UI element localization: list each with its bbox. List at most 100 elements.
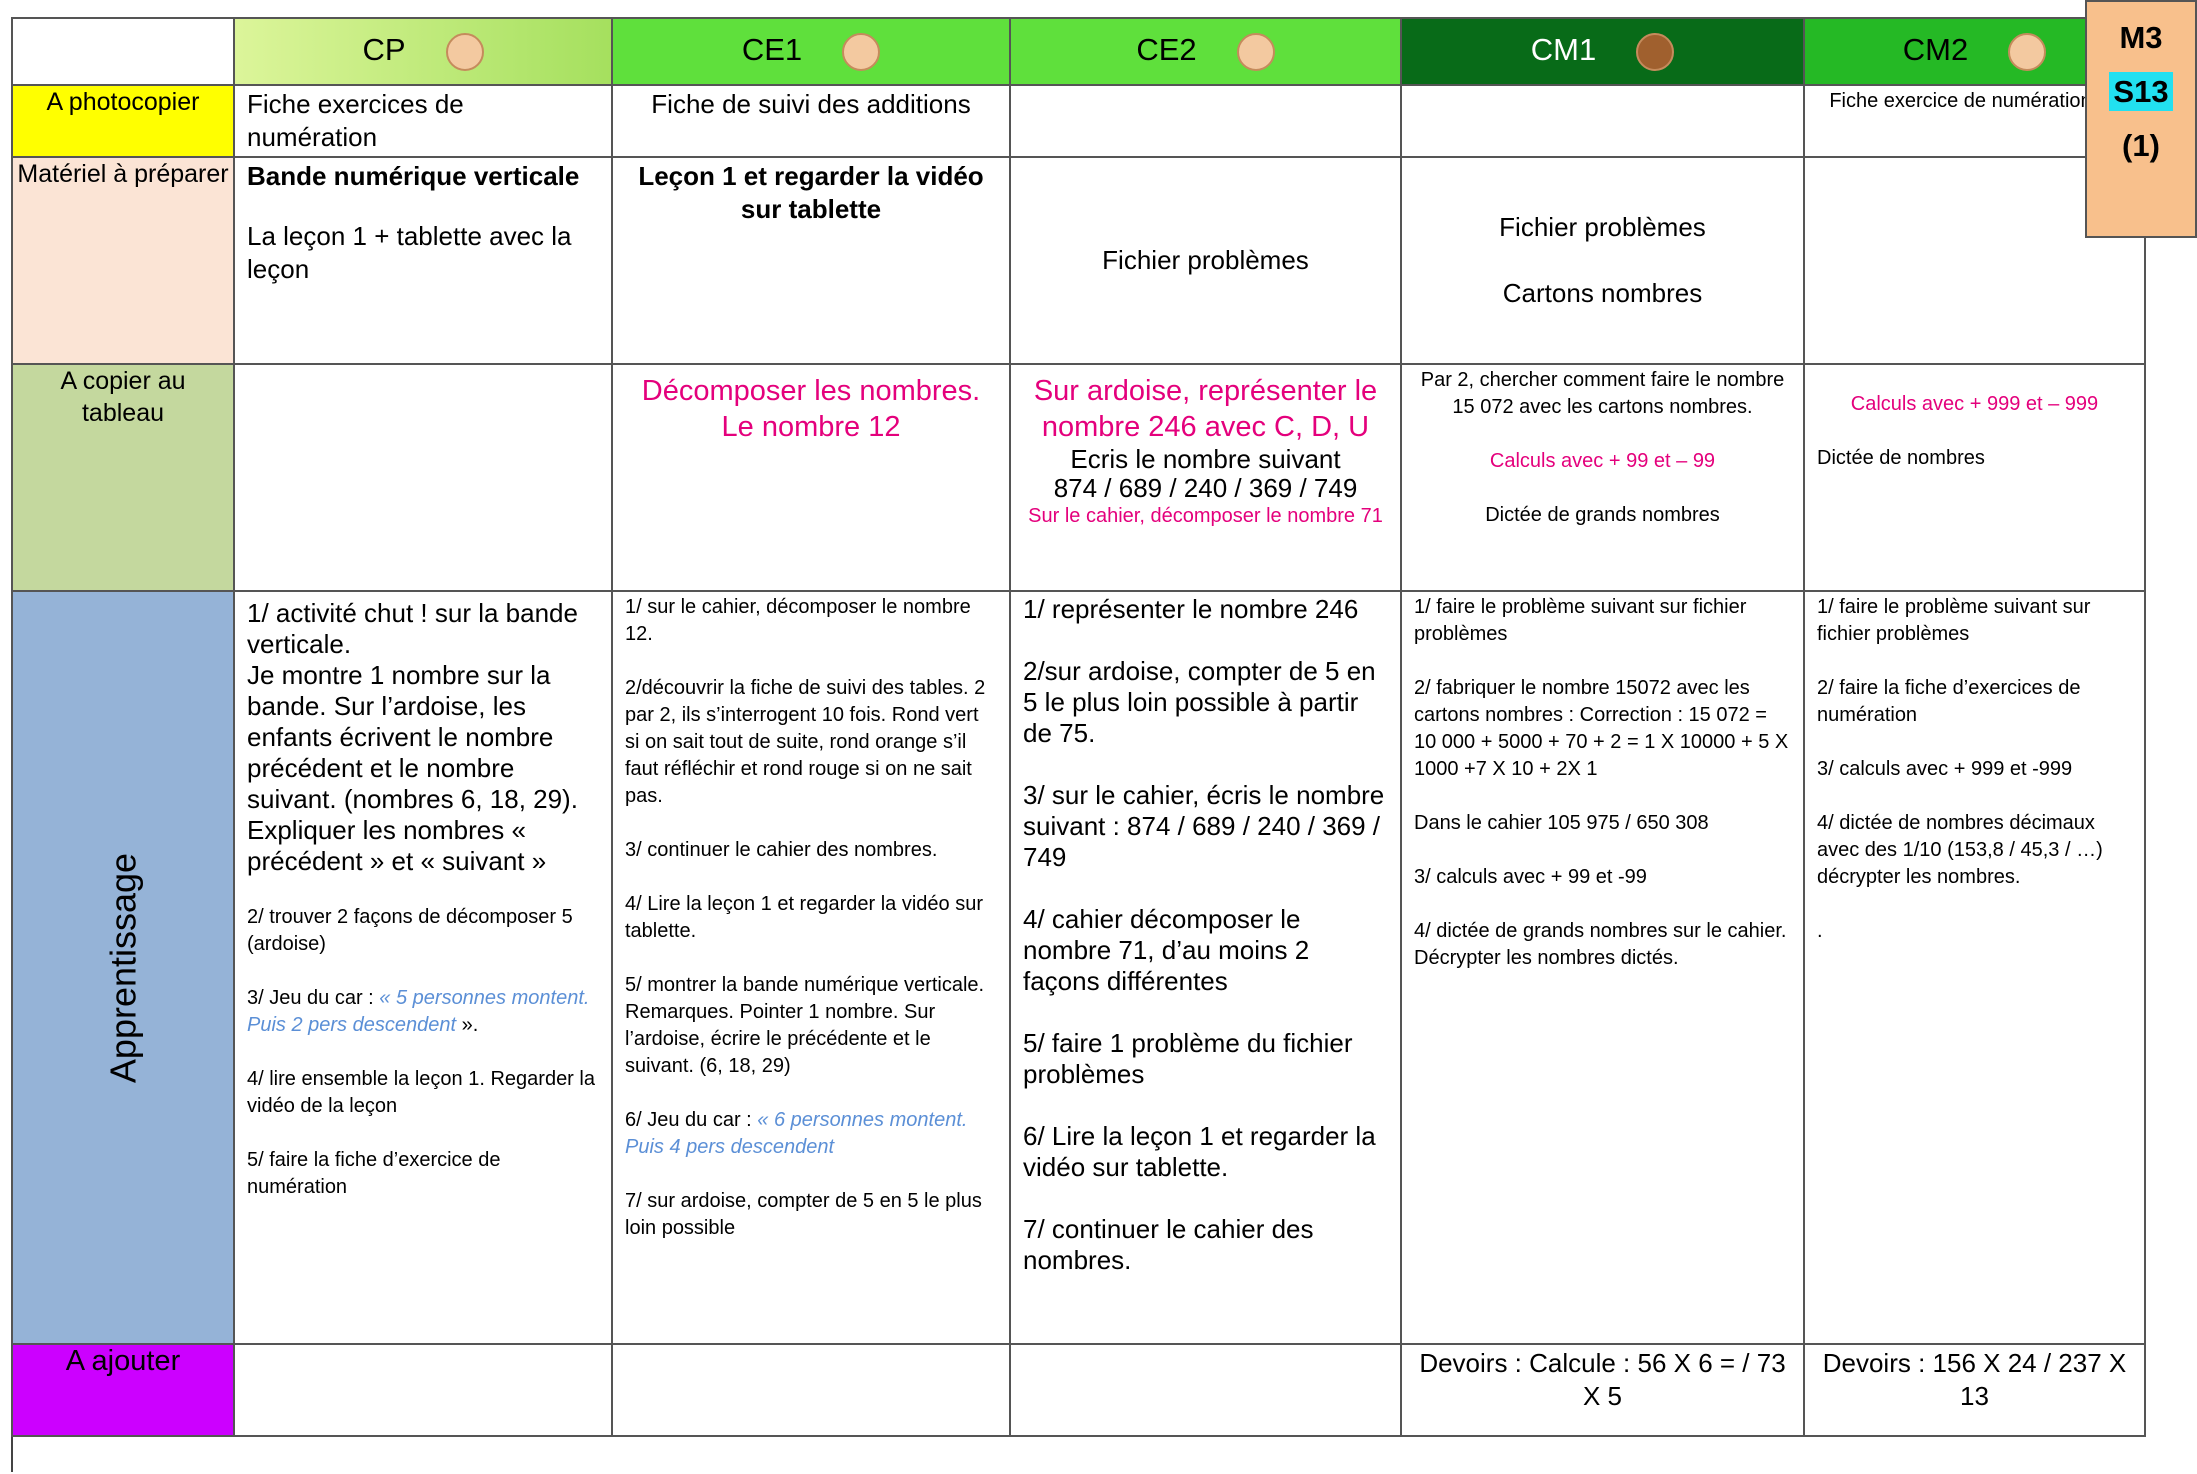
column-header: CM1 [1400,17,1805,86]
cell-text: 4/ dictée de grands nombres sur le cahie… [1414,920,1787,969]
cell-text: 5/ faire la fiche d’exercice de numérati… [247,1149,501,1198]
cell-text: Fiche de suivi des additions [651,89,971,119]
cell [611,1343,1011,1437]
cell-text: 6/ Jeu du car : « 6 personnes montent. P… [625,1107,997,1161]
planning-table: CP CE1 CE2 CM1 CM2 A photocopier Fiche e… [11,17,2146,1437]
cell-text: 3/ Jeu du car : « 5 personnes montent. P… [247,985,599,1039]
column-title: CE2 [1136,31,1197,67]
cell-text: Expliquer les nombres « précédent » et «… [247,815,547,876]
cell: Leçon 1 et regarder la vidéo sur tablett… [611,156,1011,365]
text-run: « 5 personnes montent. Puis 2 pers desce… [247,987,590,1036]
cell: 1/ activité chut ! sur la bande vertical… [233,590,613,1345]
cell-text: 5/ montrer la bande numérique verticale.… [625,974,985,1077]
row-label: Apprentissage [102,852,144,1083]
column-header: CP [233,17,613,86]
cell-text: Calculs avec + 99 et – 99 [1489,450,1716,472]
cell-text: Sur le cahier, décomposer le nombre 71 [1028,505,1383,527]
cell: 1/ faire le problème suivant sur fichier… [1400,590,1805,1345]
badge-week: S13 [2109,72,2173,111]
cell-text: Calculs avec + 999 et – 999 [1850,393,2099,415]
cell-text: 4/ cahier décomposer le nombre 71, d’au … [1023,904,1310,996]
kid-icon [1236,32,1275,71]
kid-icon [842,32,881,71]
cell-text: 3/ sur le cahier, écris le nombre suivan… [1023,780,1385,872]
cell-text: 1/ sur le cahier, décomposer le nombre 1… [625,596,971,645]
column-title: CP [362,31,406,67]
row: Apprentissage 1/ activité chut ! sur la … [11,590,2146,1345]
cell-text: 3/ calculs avec + 999 et -999 [1817,758,2073,780]
cell-text: Leçon 1 et regarder la vidéo sur tablett… [638,161,984,224]
cell: Fiche exercices de numération [233,84,613,158]
cell-text: 2/ fabriquer le nombre 15072 avec les ca… [1414,677,1789,780]
cell: Fichier problèmes Cartons nombres [1400,156,1805,365]
cell-text: Fichier problèmes [1102,245,1309,275]
cell-text: Je montre 1 nombre sur la bande. Sur l’a… [247,660,578,814]
column-header: CE1 [611,17,1011,86]
row: A copier au tableau Décomposer les nombr… [11,363,2146,592]
cell-text: Dictée de nombres [1817,447,1985,469]
cell-text: Sur ardoise, représenter le nombre 246 a… [1033,375,1378,443]
cell-text: Bande numérique verticale [247,161,580,191]
cell-text: Par 2, chercher comment faire le nombre … [1420,369,1785,418]
cell-text: 3/ continuer le cahier des nombres. [625,839,938,861]
kid-icon [2008,32,2047,71]
cell-text: 3/ calculs avec + 99 et -99 [1414,866,1647,888]
cell-text: 874 / 689 / 240 / 369 / 749 [1053,473,1358,503]
cell: Par 2, chercher comment faire le nombre … [1400,363,1805,592]
cell-text: 2/ faire la fiche d’exercices de numérat… [1817,677,2081,726]
cell: Devoirs : 156 X 24 / 237 X 13 [1803,1343,2146,1437]
cell-text: 5/ faire 1 problème du fichier problèmes [1023,1028,1353,1089]
cell-text: . [1817,920,1823,942]
cell-text: La leçon 1 + tablette avec la leçon [247,221,572,284]
cell-text: Devoirs : Calcule : 56 X 6 = / 73 X 5 [1419,1348,1786,1411]
row-label: A copier au tableau [11,363,235,592]
cell: Calculs avec + 999 et – 999 Dictée de nom… [1803,363,2146,592]
text-run: ». [456,1014,479,1036]
cell-text: 4/ Lire la leçon 1 et regarder la vidéo … [625,893,983,942]
cell-text: 2/découvrir la fiche de suivi des tables… [625,677,986,807]
cell [1009,1343,1402,1437]
badge-session: (1) [2122,128,2160,163]
cell-text: 6/ Lire la leçon 1 et regarder la vidéo … [1023,1121,1376,1182]
cell-text: Fiche exercice de numération [1829,90,2092,112]
cell: Décomposer les nombres. Le nombre 12 [611,363,1011,592]
cell-text: 1/ faire le problème suivant sur fichier… [1817,596,2091,645]
cell: 1/ représenter le nombre 246 2/sur ardoi… [1009,590,1402,1345]
badge-period: M3 [2119,20,2163,55]
row-label: A ajouter [11,1343,235,1437]
cell [1400,84,1805,158]
text-run: 6/ Jeu du car : [625,1109,758,1131]
cell [233,1343,613,1437]
cell-text: Fiche exercices de numération [247,89,464,152]
cell: 1/ sur le cahier, décomposer le nombre 1… [611,590,1011,1345]
cell-text: 2/sur ardoise, compter de 5 en 5 le plus… [1023,656,1376,748]
cell-text: 7/ sur ardoise, compter de 5 en 5 le plu… [625,1190,982,1239]
cell: 1/ faire le problème suivant sur fichier… [1803,590,2146,1345]
row-label-cell: Apprentissage [11,590,235,1345]
kid-icon [1636,32,1675,71]
cell-text: 1/ activité chut ! sur la bande vertical… [247,598,578,659]
kid-icon [445,32,484,71]
cell-text: 4/ lire ensemble la leçon 1. Regarder la… [247,1068,595,1117]
cell [1009,84,1402,158]
header-row: CP CE1 CE2 CM1 CM2 [11,17,2146,86]
column-header: CE2 [1009,17,1402,86]
cell: Bande numérique verticale La leçon 1 + ta… [233,156,613,365]
cell-text: Fichier problèmes [1499,212,1706,242]
cell-text: Ecris le nombre suivant [1070,444,1341,474]
row: Matériel à préparer Bande numérique vert… [11,156,2146,365]
row: A ajouter Devoirs : Calcule : 56 X 6 = /… [11,1343,2146,1437]
cell-text: Dictée de grands nombres [1485,504,1720,526]
cell-text: Décomposer les nombres. Le nombre 12 [641,375,981,443]
cell: Fichier problèmes [1009,156,1402,365]
cell [233,363,613,592]
cell-text: 1/ représenter le nombre 246 [1023,594,1359,624]
text-run: « 6 personnes montent. Puis 4 pers desce… [625,1109,968,1158]
row: A photocopier Fiche exercices de numérat… [11,84,2146,158]
row-label: A photocopier [11,84,235,158]
cell-text: Cartons nombres [1502,278,1703,308]
cell: Fiche de suivi des additions [611,84,1011,158]
row-label: Matériel à préparer [11,156,235,365]
